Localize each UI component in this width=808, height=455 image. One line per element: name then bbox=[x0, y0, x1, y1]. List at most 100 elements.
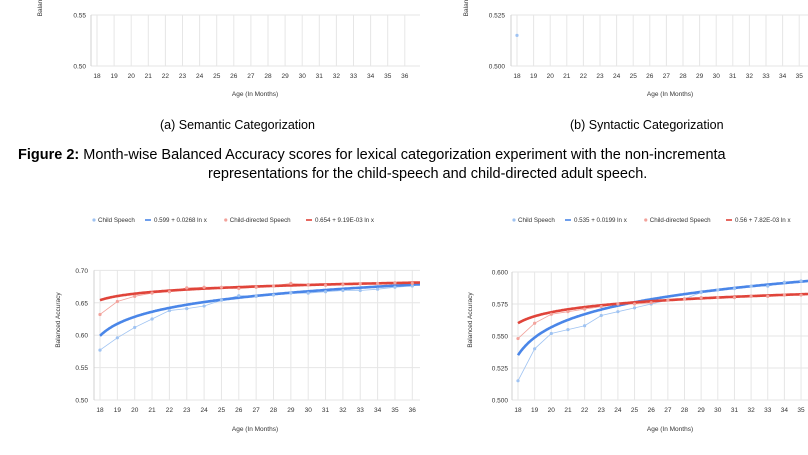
x-tick-label: 33 bbox=[350, 73, 358, 80]
x-tick-label: 18 bbox=[514, 407, 522, 414]
x-tick-label: 28 bbox=[264, 73, 272, 80]
semantic-accuracy-chart: 0.50 0.55 0.60 0.65 0.70 18 19 20 21 22 23 24 25 26 27… bbox=[55, 217, 420, 433]
adult-data-point bbox=[799, 293, 803, 297]
y-tick-label: 0.55 bbox=[75, 365, 88, 372]
x-tick-label: 35 bbox=[391, 407, 399, 414]
adult-data-point bbox=[666, 298, 670, 302]
x-tick-label: 34 bbox=[367, 73, 375, 80]
x-tick-label: 20 bbox=[128, 73, 136, 80]
figure-caption-line-1: Month-wise Balanced Accuracy scores for … bbox=[79, 147, 726, 163]
adult-data-point bbox=[632, 302, 637, 306]
child-data-point bbox=[410, 284, 414, 288]
x-tick-label: 25 bbox=[631, 407, 639, 414]
child-data-point bbox=[376, 287, 380, 291]
adult-data-point bbox=[410, 281, 414, 285]
x-tick-label: 31 bbox=[729, 73, 737, 80]
child-data-point bbox=[549, 331, 553, 336]
adult-data-point bbox=[219, 285, 224, 289]
x-tick-label: 35 bbox=[796, 73, 804, 80]
child-data-point bbox=[515, 33, 519, 38]
x-tick-label: 36 bbox=[401, 73, 409, 80]
y-axis-label: Balanced Accuracy bbox=[55, 292, 62, 348]
x-tick-label: 25 bbox=[213, 73, 221, 80]
adult-data-point bbox=[583, 307, 587, 311]
x-axis-label: Age (In Months) bbox=[232, 426, 278, 433]
child-data-point bbox=[115, 336, 119, 340]
child-data-point bbox=[583, 324, 587, 328]
x-tick-label: 27 bbox=[663, 73, 671, 80]
child-data-point bbox=[133, 325, 137, 330]
child-data-point bbox=[167, 308, 171, 313]
x-tick-label: 20 bbox=[547, 73, 555, 80]
y-tick-label: 0.550 bbox=[492, 334, 509, 341]
adult-data-point bbox=[358, 282, 362, 286]
x-tick-label: 32 bbox=[746, 73, 754, 80]
child-data-point bbox=[150, 317, 154, 321]
x-tick-label: 27 bbox=[253, 407, 261, 414]
x-tick-label: 26 bbox=[235, 407, 243, 414]
x-tick-label: 24 bbox=[196, 73, 204, 80]
child-data-point bbox=[358, 288, 362, 293]
child-data-point bbox=[699, 290, 703, 295]
x-tick-label: 24 bbox=[200, 407, 208, 414]
y-tick-label: 0.50 bbox=[73, 64, 86, 71]
child-data-point bbox=[632, 306, 637, 310]
x-tick-label: 23 bbox=[179, 73, 187, 80]
x-tick-label: 18 bbox=[513, 73, 521, 80]
x-axis-label: Age (In Months) bbox=[647, 91, 693, 98]
child-data-point bbox=[323, 290, 328, 294]
legend-label: 0.654 + 9.19E-03 ln x bbox=[315, 217, 375, 224]
x-tick-label: 27 bbox=[664, 407, 672, 414]
adult-data-point bbox=[599, 304, 603, 309]
x-tick-label: 35 bbox=[384, 73, 392, 80]
adult-data-point bbox=[732, 296, 737, 300]
x-tick-label: 19 bbox=[531, 407, 539, 414]
semantic-accuracy-chart-top: 0.50 0.55 18 19 20 21 22 23 24 25 26 27 28 29 30 31 32 33… bbox=[37, 0, 420, 98]
child-data-point bbox=[289, 291, 293, 295]
adult-data-point bbox=[271, 284, 276, 288]
adult-data-point bbox=[115, 299, 119, 304]
x-tick-label: 25 bbox=[218, 407, 226, 414]
adult-data-point bbox=[649, 301, 653, 305]
x-tick-label: 21 bbox=[563, 73, 571, 80]
adult-data-point bbox=[185, 286, 189, 290]
x-tick-label: 21 bbox=[148, 407, 156, 414]
legend-marker bbox=[92, 218, 96, 222]
y-axis-label: Balan bbox=[463, 0, 470, 16]
x-tick-label: 29 bbox=[281, 73, 289, 80]
x-tick-label: 29 bbox=[287, 407, 295, 414]
y-axis-label: Balan bbox=[37, 0, 44, 16]
child-trend-line bbox=[99, 283, 420, 337]
adult-data-point bbox=[716, 296, 720, 300]
child-data-point bbox=[616, 310, 620, 314]
x-tick-label: 31 bbox=[731, 407, 739, 414]
y-axis-label: Balanced Accuracy bbox=[467, 292, 474, 348]
x-tick-label: 26 bbox=[648, 407, 656, 414]
y-tick-label: 0.55 bbox=[73, 13, 86, 20]
syntactic-accuracy-chart-top: 0.500 0.525 18 19 20 21 22 23 24 25 26 27 28 29 30 31 32… bbox=[463, 0, 808, 98]
x-tick-label: 30 bbox=[714, 407, 722, 414]
adult-data-point bbox=[393, 281, 397, 285]
child-data-point bbox=[393, 285, 397, 289]
x-tick-label: 36 bbox=[409, 407, 417, 414]
legend-label: Child Speech bbox=[518, 217, 555, 224]
adult-data-point bbox=[98, 312, 102, 317]
legend-label: 0.599 + 0.0268 ln x bbox=[154, 217, 208, 224]
x-tick-label: 33 bbox=[357, 407, 365, 414]
x-tick-label: 28 bbox=[679, 73, 687, 80]
x-tick-label: 22 bbox=[580, 73, 588, 80]
x-tick-label: 18 bbox=[96, 407, 104, 414]
x-tick-label: 20 bbox=[548, 407, 556, 414]
x-tick-label: 19 bbox=[530, 73, 538, 80]
adult-data-point bbox=[682, 297, 687, 301]
syntactic-accuracy-chart: 0.500 0.525 0.550 0.575 0.600 18 19 20 21 22 23 24 2… bbox=[467, 217, 808, 433]
y-tick-label: 0.70 bbox=[75, 268, 88, 275]
adult-data-point bbox=[289, 281, 293, 285]
child-data-point bbox=[766, 284, 770, 288]
y-tick-label: 0.65 bbox=[75, 300, 88, 307]
figure-label: Figure 2: bbox=[18, 147, 80, 163]
legend-label: Child Speech bbox=[98, 217, 135, 224]
legend-marker bbox=[644, 218, 648, 222]
adult-data-point bbox=[376, 281, 380, 285]
x-tick-label: 26 bbox=[646, 73, 654, 80]
